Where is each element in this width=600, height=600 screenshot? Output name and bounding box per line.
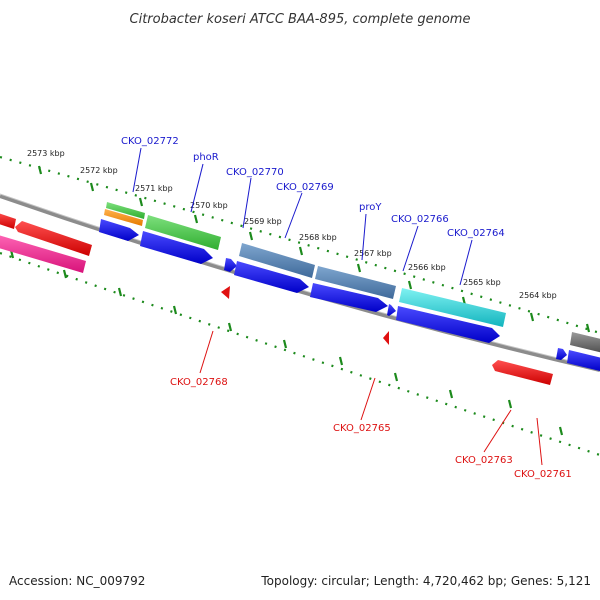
gene-label: CKO_02765 bbox=[333, 423, 391, 434]
kbp-label: 2568 kbp bbox=[299, 233, 337, 242]
outer-tick-ring bbox=[0, 155, 600, 335]
kbp-label: 2570 kbp bbox=[190, 201, 228, 210]
gene-label: CKO_02768 bbox=[170, 377, 228, 388]
gene-arrow bbox=[396, 306, 500, 343]
left-edge-features bbox=[0, 213, 92, 273]
gene-arrow bbox=[310, 283, 388, 312]
inner-major-ticks bbox=[9, 249, 564, 436]
outer-major-ticks bbox=[37, 165, 591, 333]
gene-label: CKO_02764 bbox=[447, 228, 505, 239]
genome-title: Citrobacter koseri ATCC BAA-895, complet… bbox=[130, 12, 471, 27]
feature-red-left bbox=[15, 221, 92, 256]
feature-orange bbox=[104, 209, 143, 226]
kbp-label: 2571 kbp bbox=[135, 184, 173, 193]
reverse-gene-label-texts: CKO_02768 CKO_02765 CKO_02763 CKO_02761 bbox=[170, 377, 572, 480]
gene-label: CKO_02770 bbox=[226, 167, 284, 178]
feature-gray-right bbox=[570, 332, 600, 353]
forward-gene-arrows bbox=[99, 219, 600, 371]
reverse-gene-labels bbox=[199, 330, 543, 466]
kbp-tick-labels: 2573 kbp 2572 kbp 2571 kbp 2570 kbp 2569… bbox=[27, 149, 557, 300]
feature-red-right bbox=[492, 360, 553, 385]
colored-feature-bars bbox=[104, 202, 600, 385]
gene-marker bbox=[221, 286, 230, 299]
feature-cyan bbox=[399, 288, 506, 327]
feature-red-left-small bbox=[0, 213, 16, 229]
gene-arrow bbox=[556, 348, 567, 360]
kbp-label: 2569 kbp bbox=[244, 217, 282, 226]
kbp-label: 2573 kbp bbox=[27, 149, 65, 158]
gene-label: CKO_02761 bbox=[514, 469, 572, 480]
feature-green-small bbox=[106, 202, 145, 219]
gene-arrow bbox=[567, 350, 600, 371]
genome-summary-text: Topology: circular; Length: 4,720,462 bp… bbox=[261, 574, 591, 588]
kbp-label: 2566 kbp bbox=[408, 263, 446, 272]
kbp-label: 2572 kbp bbox=[80, 166, 118, 175]
gene-arrow bbox=[234, 261, 309, 293]
kbp-label: 2564 kbp bbox=[519, 291, 557, 300]
gene-arrow bbox=[387, 304, 396, 316]
gene-marker bbox=[383, 331, 389, 345]
forward-gene-label-texts: CKO_02772 phoR CKO_02770 CKO_02769 proY … bbox=[121, 136, 505, 239]
reverse-gene-markers bbox=[221, 286, 389, 345]
forward-gene-labels bbox=[132, 147, 473, 286]
kbp-label: 2567 kbp bbox=[354, 249, 392, 258]
gene-label: proY bbox=[359, 202, 382, 213]
kbp-label: 2565 kbp bbox=[463, 278, 501, 287]
feature-green-phoR bbox=[145, 215, 221, 250]
accession-text: Accession: NC_009792 bbox=[9, 574, 146, 588]
feature-pink-left bbox=[0, 235, 86, 273]
gene-label: CKO_02766 bbox=[391, 214, 449, 225]
feature-steel-2 bbox=[315, 266, 396, 299]
gene-arrow bbox=[140, 231, 213, 264]
gene-label: CKO_02763 bbox=[455, 455, 513, 466]
feature-steel-1 bbox=[239, 243, 315, 278]
gene-arrow bbox=[224, 258, 237, 272]
gene-label: CKO_02769 bbox=[276, 182, 334, 193]
gene-label: CKO_02772 bbox=[121, 136, 179, 147]
gene-arrow bbox=[99, 219, 139, 241]
gene-label: phoR bbox=[193, 152, 219, 163]
